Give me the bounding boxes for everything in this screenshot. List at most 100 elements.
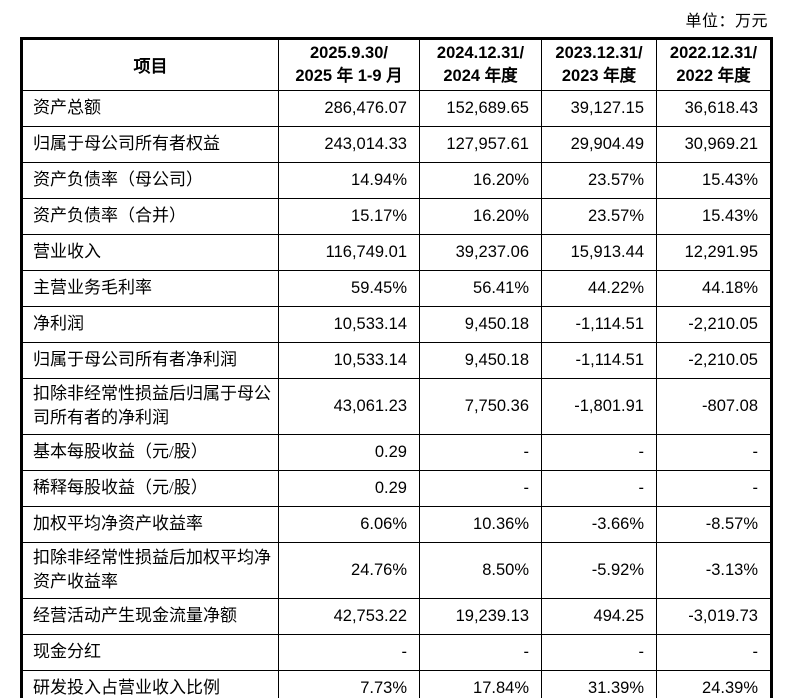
table-row-cash-dividend: 现金分红 - - - - <box>21 634 772 672</box>
cell-value: 23.57% <box>541 197 657 235</box>
cell-value: 7,750.36 <box>419 377 542 435</box>
row-label: 现金分红 <box>21 634 279 672</box>
header-period-2023-line1: 2023.12.31/ <box>555 44 643 62</box>
cell-value: 16.20% <box>419 161 542 199</box>
cell-value: 15.17% <box>278 197 420 235</box>
cell-value: 23.57% <box>541 161 657 199</box>
table-row-parent-equity: 归属于母公司所有者权益 243,014.33 127,957.61 29,904… <box>21 125 772 163</box>
table-row-deducted-weighted-roe: 扣除非经常性损益后加权平均净资产收益率 24.76% 8.50% -5.92% … <box>21 541 772 600</box>
cell-value: 9,450.18 <box>419 341 542 379</box>
unit-label: 单位：万元 <box>685 13 768 30</box>
row-label: 归属于母公司所有者净利润 <box>21 341 279 379</box>
cell-value: 12,291.95 <box>656 233 772 271</box>
cell-value: 127,957.61 <box>419 125 542 163</box>
header-period-2025: 2025.9.30/ 2025 年 1-9 月 <box>278 38 420 91</box>
header-period-2022-line1: 2022.12.31/ <box>669 44 758 62</box>
row-label: 稀释每股收益（元/股） <box>21 469 279 507</box>
cell-value: 44.22% <box>541 269 657 307</box>
cell-value: -807.08 <box>656 377 772 435</box>
cell-value: 8.50% <box>419 541 542 600</box>
cell-value: 17.84% <box>419 670 542 698</box>
row-label: 加权平均净资产收益率 <box>21 505 279 543</box>
cell-value: - <box>541 433 657 471</box>
header-period-2024: 2024.12.31/ 2024 年度 <box>419 38 542 91</box>
cell-value: 39,237.06 <box>419 233 542 271</box>
row-label: 基本每股收益（元/股） <box>21 433 279 471</box>
cell-value: - <box>656 634 772 672</box>
row-label: 扣除非经常性损益后加权平均净资产收益率 <box>21 541 279 600</box>
cell-value: 243,014.33 <box>278 125 420 163</box>
cell-value: -1,114.51 <box>541 341 657 379</box>
cell-value: 116,749.01 <box>278 233 420 271</box>
cell-value: 6.06% <box>278 505 420 543</box>
cell-value: 10.36% <box>419 505 542 543</box>
cell-value: 31.39% <box>541 670 657 698</box>
row-label: 归属于母公司所有者权益 <box>21 125 279 163</box>
cell-value: 14.94% <box>278 161 420 199</box>
row-label: 扣除非经常性损益后归属于母公司所有者的净利润 <box>21 377 279 435</box>
row-label: 净利润 <box>21 305 279 343</box>
header-period-2022: 2022.12.31/ 2022 年度 <box>656 38 772 91</box>
cell-value: 10,533.14 <box>278 305 420 343</box>
table-row-basic-eps: 基本每股收益（元/股） 0.29 - - - <box>21 433 772 471</box>
cell-value: 0.29 <box>278 433 420 471</box>
cell-value: 29,904.49 <box>541 125 657 163</box>
cell-value: 59.45% <box>278 269 420 307</box>
cell-value: 24.76% <box>278 541 420 600</box>
cell-value: 44.18% <box>656 269 772 307</box>
table-header-row: 项目 2025.9.30/ 2025 年 1-9 月 2024.12.31/ 2… <box>21 38 772 91</box>
row-label: 主营业务毛利率 <box>21 269 279 307</box>
cell-value: -1,114.51 <box>541 305 657 343</box>
cell-value: - <box>419 634 542 672</box>
cell-value: 16.20% <box>419 197 542 235</box>
cell-value: -5.92% <box>541 541 657 600</box>
cell-value: 42,753.22 <box>278 598 420 636</box>
cell-value: 56.41% <box>419 269 542 307</box>
row-label: 资产负债率（合并） <box>21 197 279 235</box>
cell-value: - <box>656 433 772 471</box>
row-label: 经营活动产生现金流量净额 <box>21 598 279 636</box>
row-label: 营业收入 <box>21 233 279 271</box>
row-label: 资产负债率（母公司） <box>21 161 279 199</box>
header-period-2025-line2: 2025 年 1-9 月 <box>295 66 403 85</box>
cell-value: 19,239.13 <box>419 598 542 636</box>
header-period-2025-line1: 2025.9.30/ <box>310 44 388 62</box>
cell-value: -1,801.91 <box>541 377 657 435</box>
cell-value: - <box>278 634 420 672</box>
cell-value: 43,061.23 <box>278 377 420 435</box>
cell-value: 286,476.07 <box>278 89 420 127</box>
cell-value: 10,533.14 <box>278 341 420 379</box>
table-row-operating-revenue: 营业收入 116,749.01 39,237.06 15,913.44 12,2… <box>21 233 772 271</box>
cell-value: -3.13% <box>656 541 772 600</box>
cell-value: - <box>419 469 542 507</box>
cell-value: 30,969.21 <box>656 125 772 163</box>
table-row-total-assets: 资产总额 286,476.07 152,689.65 39,127.15 36,… <box>21 89 772 127</box>
cell-value: 152,689.65 <box>419 89 542 127</box>
cell-value: 15,913.44 <box>541 233 657 271</box>
header-period-2024-line1: 2024.12.31/ <box>436 44 525 62</box>
table-row-debt-ratio-parent: 资产负债率（母公司） 14.94% 16.20% 23.57% 15.43% <box>21 161 772 199</box>
financial-summary-table: 项目 2025.9.30/ 2025 年 1-9 月 2024.12.31/ 2… <box>20 37 773 698</box>
cell-value: - <box>541 634 657 672</box>
cell-value: 39,127.15 <box>541 89 657 127</box>
cell-value: - <box>541 469 657 507</box>
table-row-debt-ratio-consolidated: 资产负债率（合并） 15.17% 16.20% 23.57% 15.43% <box>21 197 772 235</box>
row-label: 资产总额 <box>21 89 279 127</box>
table-row-gross-margin: 主营业务毛利率 59.45% 56.41% 44.22% 44.18% <box>21 269 772 307</box>
cell-value: 7.73% <box>278 670 420 698</box>
cell-value: 0.29 <box>278 469 420 507</box>
cell-value: 15.43% <box>656 197 772 235</box>
cell-value: 15.43% <box>656 161 772 199</box>
header-period-2023: 2023.12.31/ 2023 年度 <box>541 38 657 91</box>
table-row-deducted-net-profit: 扣除非经常性损益后归属于母公司所有者的净利润 43,061.23 7,750.3… <box>21 377 772 435</box>
cell-value: -2,210.05 <box>656 305 772 343</box>
header-period-2022-line2: 2022 年度 <box>676 66 751 85</box>
table-row-operating-cash-flow: 经营活动产生现金流量净额 42,753.22 19,239.13 494.25 … <box>21 598 772 636</box>
cell-value: -2,210.05 <box>656 341 772 379</box>
cell-value: - <box>656 469 772 507</box>
cell-value: -8.57% <box>656 505 772 543</box>
cell-value: 9,450.18 <box>419 305 542 343</box>
table-row-net-profit: 净利润 10,533.14 9,450.18 -1,114.51 -2,210.… <box>21 305 772 343</box>
header-item-column: 项目 <box>21 38 279 91</box>
cell-value: -3,019.73 <box>656 598 772 636</box>
